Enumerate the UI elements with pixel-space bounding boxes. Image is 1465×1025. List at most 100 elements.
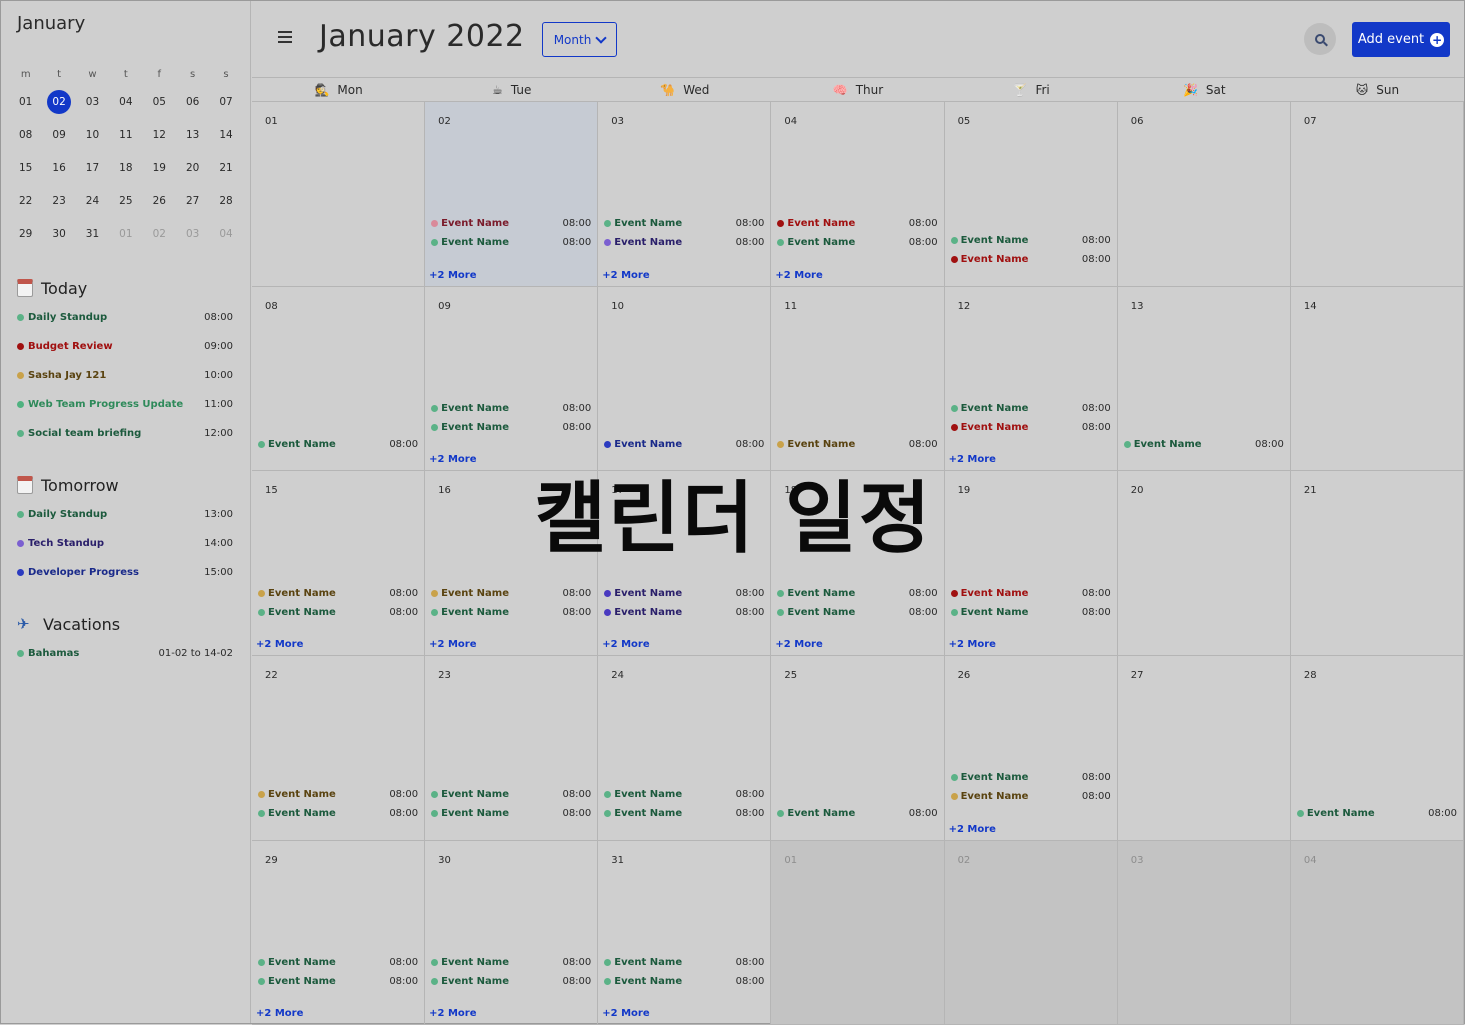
mini-day[interactable]: 27 — [176, 195, 209, 207]
agenda-item[interactable]: Daily Standup 08:00 — [17, 312, 233, 323]
mini-day[interactable]: 09 — [42, 129, 75, 141]
event-item[interactable]: Event Name 08:00 — [950, 790, 1111, 804]
mini-day[interactable]: 01 — [109, 228, 142, 240]
event-item[interactable]: Event Name 08:00 — [950, 586, 1111, 600]
event-item[interactable]: Event Name 08:00 — [777, 586, 938, 600]
day-cell[interactable]: 03 — [1117, 840, 1291, 1025]
more-events-link[interactable]: +2 More — [256, 1008, 304, 1020]
mini-day[interactable]: 23 — [42, 195, 75, 207]
day-cell[interactable]: 04 — [1290, 840, 1464, 1025]
add-event-button[interactable]: Add event + — [1352, 22, 1450, 57]
event-item[interactable]: Event Name 08:00 — [604, 788, 764, 802]
agenda-item[interactable]: Bahamas 01-02 to 14-02 — [17, 648, 233, 659]
mini-day[interactable]: 05 — [143, 96, 176, 108]
event-item[interactable]: Event Name 08:00 — [604, 236, 764, 250]
day-cell[interactable]: 27 — [1117, 656, 1291, 841]
event-item[interactable]: Event Name 08:00 — [431, 807, 591, 821]
day-cell[interactable]: 08 Event Name 08:00 — [252, 286, 426, 472]
more-events-link[interactable]: +2 More — [775, 639, 823, 651]
agenda-item[interactable]: Daily Standup 13:00 — [17, 509, 233, 520]
mini-day[interactable]: 25 — [109, 195, 142, 207]
day-cell[interactable]: 31 Event Name 08:00 Event Name 08:00 +2 More — [598, 840, 772, 1025]
more-events-link[interactable]: +2 More — [429, 1008, 477, 1020]
mini-day[interactable]: 08 — [9, 129, 42, 141]
mini-day[interactable]: 04 — [209, 228, 242, 240]
more-events-link[interactable]: +2 More — [948, 823, 996, 835]
mini-day[interactable]: 13 — [176, 129, 209, 141]
agenda-item[interactable]: Developer Progress 15:00 — [17, 567, 233, 578]
event-item[interactable]: Event Name 08:00 — [431, 955, 591, 969]
event-item[interactable]: Event Name 08:00 — [777, 807, 938, 821]
mini-day[interactable]: 07 — [209, 96, 242, 108]
view-select-dropdown[interactable]: Month — [542, 22, 617, 57]
mini-day[interactable]: 29 — [9, 228, 42, 240]
more-events-link[interactable]: +2 More — [429, 269, 477, 281]
mini-day-today[interactable]: 02 — [42, 89, 75, 114]
mini-day[interactable]: 10 — [76, 129, 109, 141]
hamburger-menu-icon[interactable] — [278, 31, 292, 45]
day-cell[interactable]: 24 Event Name 08:00 Event Name 08:00 — [598, 656, 772, 841]
day-cell[interactable]: 02 Event Name 08:00 Event Name 08:00 +2 More — [425, 102, 599, 287]
mini-day[interactable]: 02 — [143, 228, 176, 240]
mini-day[interactable]: 03 — [176, 228, 209, 240]
mini-day[interactable]: 21 — [209, 162, 242, 174]
mini-day[interactable]: 12 — [143, 129, 176, 141]
search-button[interactable] — [1304, 23, 1336, 55]
day-cell[interactable]: 20 — [1117, 471, 1291, 657]
event-item[interactable]: Event Name 08:00 — [258, 437, 418, 451]
agenda-item[interactable]: Social team briefing 12:00 — [17, 428, 233, 439]
day-cell[interactable]: 06 — [1117, 102, 1291, 287]
event-item[interactable]: Event Name 08:00 — [258, 605, 418, 619]
day-cell[interactable]: 25 Event Name 08:00 — [771, 656, 945, 841]
event-item[interactable]: Event Name 08:00 — [604, 217, 764, 231]
day-cell[interactable]: 01 — [771, 840, 945, 1025]
event-item[interactable]: Event Name 08:00 — [604, 955, 764, 969]
mini-day[interactable]: 24 — [76, 195, 109, 207]
mini-day[interactable]: 14 — [209, 129, 242, 141]
event-item[interactable]: Event Name 08:00 — [258, 955, 418, 969]
day-cell[interactable]: 18 Event Name 08:00 Event Name 08:00 +2 More — [771, 471, 945, 657]
day-cell[interactable]: 16 Event Name 08:00 Event Name 08:00 +2 More — [425, 471, 599, 657]
event-item[interactable]: Event Name 08:00 — [604, 586, 764, 600]
agenda-item[interactable]: Sasha Jay 121 10:00 — [17, 370, 233, 381]
day-cell[interactable]: 22 Event Name 08:00 Event Name 08:00 — [252, 656, 426, 841]
mini-day[interactable]: 16 — [42, 162, 75, 174]
day-cell[interactable]: 01 — [252, 102, 426, 287]
mini-day[interactable]: 06 — [176, 96, 209, 108]
agenda-item[interactable]: Tech Standup 14:00 — [17, 538, 233, 549]
event-item[interactable]: Event Name 08:00 — [258, 807, 418, 821]
mini-day[interactable]: 28 — [209, 195, 242, 207]
event-item[interactable]: Event Name 08:00 — [604, 437, 764, 451]
more-events-link[interactable]: +2 More — [429, 454, 477, 466]
event-item[interactable]: Event Name 08:00 — [431, 974, 591, 988]
mini-day[interactable]: 19 — [143, 162, 176, 174]
event-item[interactable]: Event Name 08:00 — [950, 401, 1111, 415]
event-item[interactable]: Event Name 08:00 — [258, 974, 418, 988]
day-cell[interactable]: 03 Event Name 08:00 Event Name 08:00 +2 More — [598, 102, 772, 287]
day-cell[interactable]: 17 Event Name 08:00 Event Name 08:00 +2 More — [598, 471, 772, 657]
more-events-link[interactable]: +2 More — [429, 639, 477, 651]
day-cell[interactable]: 13 Event Name 08:00 — [1117, 286, 1291, 472]
event-item[interactable]: Event Name 08:00 — [431, 586, 591, 600]
mini-day[interactable]: 22 — [9, 195, 42, 207]
more-events-link[interactable]: +2 More — [602, 269, 650, 281]
event-item[interactable]: Event Name 08:00 — [1296, 807, 1457, 821]
mini-day[interactable]: 11 — [109, 129, 142, 141]
day-cell[interactable]: 15 Event Name 08:00 Event Name 08:00 +2 More — [252, 471, 426, 657]
event-item[interactable]: Event Name 08:00 — [950, 605, 1111, 619]
day-cell[interactable]: 11 Event Name 08:00 — [771, 286, 945, 472]
event-item[interactable]: Event Name 08:00 — [777, 236, 938, 250]
day-cell[interactable]: 10 Event Name 08:00 — [598, 286, 772, 472]
event-item[interactable]: Event Name 08:00 — [950, 420, 1111, 434]
more-events-link[interactable]: +2 More — [602, 639, 650, 651]
more-events-link[interactable]: +2 More — [256, 639, 304, 651]
day-cell[interactable]: 07 — [1290, 102, 1464, 287]
mini-day[interactable]: 01 — [9, 96, 42, 108]
event-item[interactable]: Event Name 08:00 — [431, 401, 591, 415]
day-cell[interactable]: 28 Event Name 08:00 — [1290, 656, 1464, 841]
agenda-item[interactable]: Budget Review 09:00 — [17, 341, 233, 352]
event-item[interactable]: Event Name 08:00 — [431, 420, 591, 434]
more-events-link[interactable]: +2 More — [948, 454, 996, 466]
event-item[interactable]: Event Name 08:00 — [431, 605, 591, 619]
event-item[interactable]: Event Name 08:00 — [950, 253, 1111, 267]
